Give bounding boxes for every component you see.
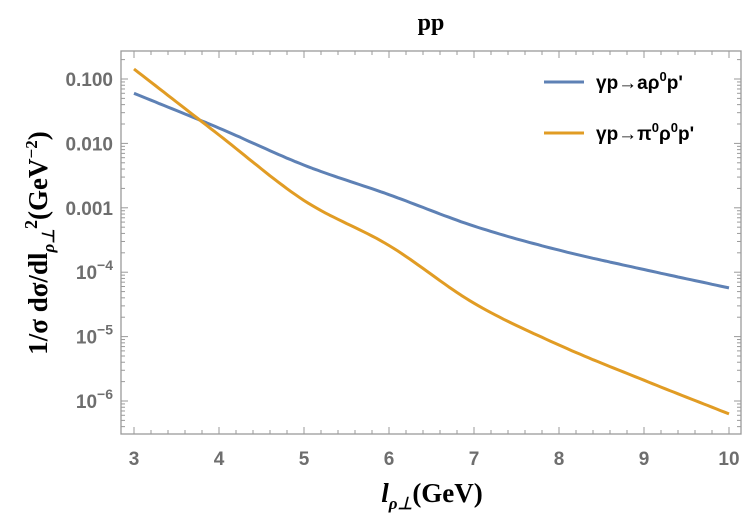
y-tick-label: 0.001 [65, 199, 113, 220]
y-axis-ticks [121, 59, 741, 428]
y-axis-title: 1/σ dσ/dlρ⊥2(GeV−2) [21, 131, 58, 354]
x-tick-label: 4 [214, 449, 225, 470]
y-tick-label: 0.100 [65, 70, 113, 91]
x-tick-label: 5 [299, 449, 310, 470]
plot-curves [133, 67, 730, 416]
x-tick-label: 6 [384, 449, 395, 470]
legend: γp→aρ0p' γp→π0ρ0p' [544, 69, 694, 145]
y-tick-label: 10−4 [76, 257, 113, 284]
x-axis-title: lρ⊥(GeV) [381, 478, 483, 513]
legend-label-series-1: γp→aρ0p' [596, 69, 683, 94]
series-line-2 [133, 67, 730, 416]
plot-frame [120, 50, 742, 435]
x-tick-label: 9 [639, 449, 650, 470]
x-tick-labels: 3 4 5 6 7 8 9 10 [129, 449, 740, 470]
y-tick-labels: 0.100 0.010 0.001 10−4 10−5 10−6 [65, 70, 113, 413]
series-line-1 [133, 91, 730, 290]
x-tick-label: 3 [129, 449, 140, 470]
x-tick-label: 8 [554, 449, 565, 470]
legend-label-series-2: γp→π0ρ0p' [596, 120, 694, 145]
x-tick-label: 10 [718, 449, 739, 470]
y-tick-label: 0.010 [65, 134, 113, 155]
x-axis-ticks [133, 51, 730, 434]
y-tick-label: 10−5 [76, 322, 113, 349]
y-tick-label: 10−6 [76, 386, 113, 413]
chart-title: pp [418, 10, 445, 36]
x-tick-label: 7 [469, 449, 480, 470]
